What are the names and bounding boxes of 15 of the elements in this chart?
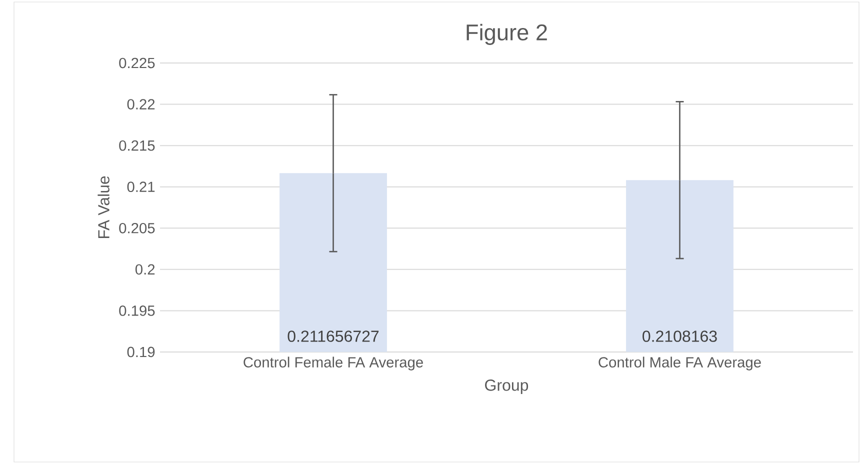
y-tick-label: 0.21 bbox=[127, 182, 155, 192]
y-tick-label: 0.225 bbox=[119, 58, 155, 68]
y-tick-label: 0.19 bbox=[127, 346, 155, 358]
y-tick-label: 0.2 bbox=[135, 264, 155, 275]
y-tick-label: 0.215 bbox=[119, 140, 155, 151]
x-tick-label: Control Female FA Average bbox=[244, 356, 423, 370]
chart-title: Figure 2 bbox=[466, 24, 547, 45]
y-tick-label: 0.195 bbox=[119, 306, 155, 316]
data-label: 0.2108163 bbox=[642, 330, 717, 342]
y-tick-label: 0.22 bbox=[127, 99, 155, 110]
data-label: 0.211656727 bbox=[288, 330, 379, 342]
y-tick-label: 0.205 bbox=[119, 222, 155, 234]
x-axis-title: Group bbox=[485, 380, 528, 394]
y-axis-title: FA Value bbox=[98, 176, 110, 238]
x-tick-label: Control Male FA Average bbox=[598, 356, 761, 370]
